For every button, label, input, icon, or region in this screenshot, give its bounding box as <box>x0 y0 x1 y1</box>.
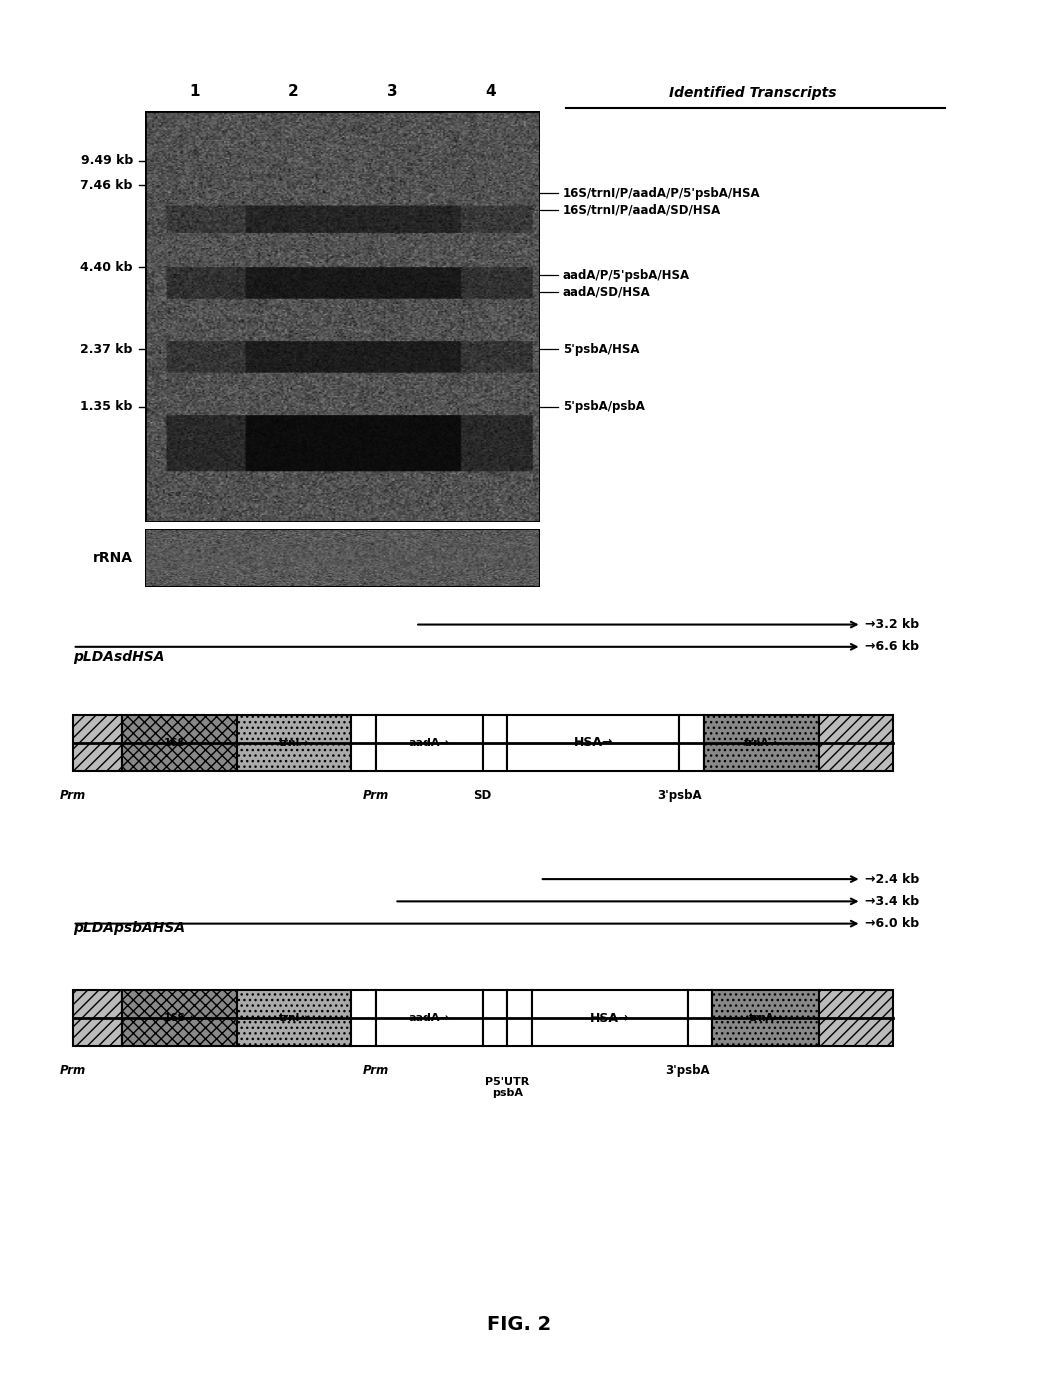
Text: 4.40 kb: 4.40 kb <box>80 260 133 274</box>
Text: 5'psbA/HSA: 5'psbA/HSA <box>563 342 639 356</box>
FancyBboxPatch shape <box>352 990 376 1046</box>
FancyBboxPatch shape <box>508 990 531 1046</box>
Text: 2.37 kb: 2.37 kb <box>81 342 133 356</box>
FancyBboxPatch shape <box>483 715 508 771</box>
FancyBboxPatch shape <box>121 990 237 1046</box>
Text: trnI→: trnI→ <box>279 1013 309 1024</box>
Text: 16S→: 16S→ <box>164 1013 195 1024</box>
Text: 3: 3 <box>386 83 398 99</box>
Text: pLDApsbAHSA: pLDApsbAHSA <box>73 921 185 935</box>
Text: P5'UTR
psbA: P5'UTR psbA <box>485 1077 529 1099</box>
FancyBboxPatch shape <box>819 990 893 1046</box>
Text: aadA→: aadA→ <box>409 1013 449 1024</box>
FancyBboxPatch shape <box>704 715 819 771</box>
Bar <box>145 529 540 587</box>
Text: aadA→: aadA→ <box>409 737 449 748</box>
FancyBboxPatch shape <box>352 715 376 771</box>
FancyBboxPatch shape <box>508 715 680 771</box>
Text: Prm: Prm <box>59 1064 86 1077</box>
Text: 1.35 kb: 1.35 kb <box>81 401 133 413</box>
Text: HSA→: HSA→ <box>574 736 613 750</box>
Text: →6.6 kb: →6.6 kb <box>865 640 919 654</box>
Text: 7.46 kb: 7.46 kb <box>81 178 133 192</box>
Text: HSA→: HSA→ <box>590 1011 629 1025</box>
FancyBboxPatch shape <box>73 990 121 1046</box>
Text: Prm: Prm <box>363 789 389 801</box>
Text: aadA/P/5'psbA/HSA: aadA/P/5'psbA/HSA <box>563 268 689 282</box>
Text: 16S/trnI/P/aadA/P/5'psbA/HSA: 16S/trnI/P/aadA/P/5'psbA/HSA <box>563 186 760 200</box>
FancyBboxPatch shape <box>237 990 352 1046</box>
Text: 3'psbA: 3'psbA <box>657 789 702 801</box>
Text: Prm: Prm <box>363 1064 389 1077</box>
Text: 3'psbA: 3'psbA <box>665 1064 710 1077</box>
Text: 16S→: 16S→ <box>164 737 195 748</box>
Text: →3.4 kb: →3.4 kb <box>865 894 919 908</box>
FancyBboxPatch shape <box>483 990 508 1046</box>
Text: rRNA: rRNA <box>92 551 133 565</box>
Text: pLDAsdHSA: pLDAsdHSA <box>73 650 164 664</box>
Text: trnI→: trnI→ <box>279 737 309 748</box>
FancyBboxPatch shape <box>376 990 483 1046</box>
Bar <box>145 111 540 522</box>
Text: Prm: Prm <box>59 789 86 801</box>
FancyBboxPatch shape <box>121 715 237 771</box>
Text: Identified Transcripts: Identified Transcripts <box>668 86 837 100</box>
Text: aadA/SD/HSA: aadA/SD/HSA <box>563 285 651 298</box>
Text: 5'psbA/psbA: 5'psbA/psbA <box>563 401 645 413</box>
Text: FIG. 2: FIG. 2 <box>487 1314 551 1334</box>
Text: 1: 1 <box>189 83 200 99</box>
Text: 16S/trnI/P/aadA/SD/HSA: 16S/trnI/P/aadA/SD/HSA <box>563 203 720 216</box>
Text: →6.0 kb: →6.0 kb <box>865 917 919 931</box>
FancyBboxPatch shape <box>376 715 483 771</box>
Text: 4: 4 <box>485 83 496 99</box>
FancyBboxPatch shape <box>819 715 893 771</box>
FancyBboxPatch shape <box>688 990 712 1046</box>
Text: 2: 2 <box>288 83 299 99</box>
FancyBboxPatch shape <box>712 990 819 1046</box>
Text: →3.2 kb: →3.2 kb <box>865 618 919 632</box>
Text: SD: SD <box>473 789 492 801</box>
FancyBboxPatch shape <box>237 715 352 771</box>
FancyBboxPatch shape <box>73 715 121 771</box>
FancyBboxPatch shape <box>531 990 688 1046</box>
Text: trnA→: trnA→ <box>748 1013 783 1024</box>
Text: →2.4 kb: →2.4 kb <box>865 872 919 886</box>
Text: trnA→: trnA→ <box>744 737 778 748</box>
Text: 9.49 kb: 9.49 kb <box>81 154 133 167</box>
FancyBboxPatch shape <box>680 715 704 771</box>
